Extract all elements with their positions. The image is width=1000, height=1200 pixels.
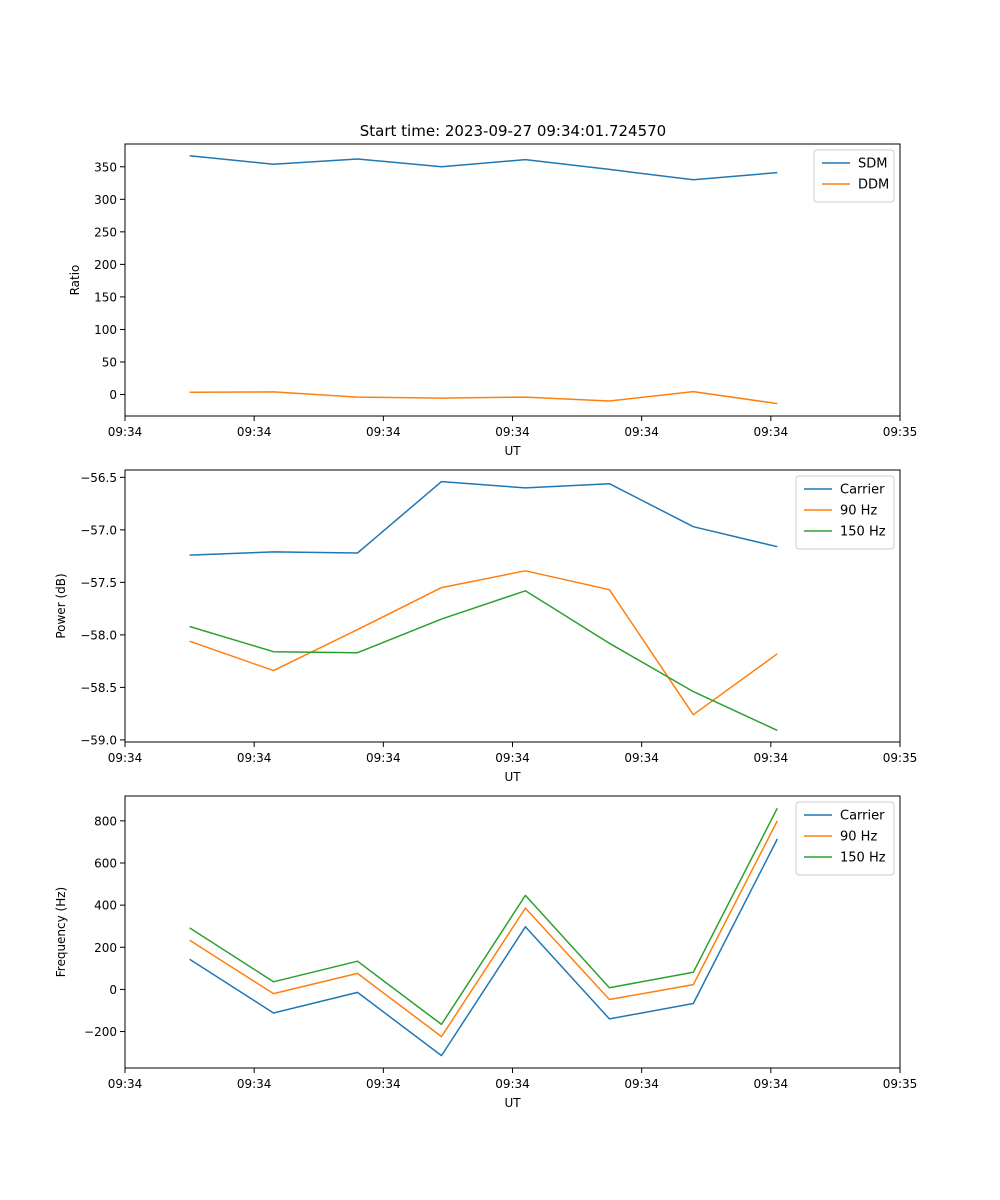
y-tick-label: −200: [84, 1025, 117, 1039]
legend-label: 90 Hz: [840, 830, 877, 845]
x-tick-label: 09:34: [108, 751, 143, 765]
axes-frame: [124, 795, 901, 1069]
series-line-sdm: [189, 154, 778, 181]
subplot-1: 09:34 09:34 09:34 09:34 09:34 09:34 09:35 0 50 10…: [68, 143, 918, 458]
x-tick-label: 09:34: [366, 425, 401, 439]
legend-label: 90 Hz: [840, 504, 877, 519]
y-tick-label: 200: [94, 258, 117, 272]
subplot-3: 09:34 09:34 09:34 09:34 09:34 09:34 09:35 −200 0…: [54, 795, 918, 1110]
legend-label: 150 Hz: [840, 525, 886, 540]
x-axis-label: UT: [504, 1096, 521, 1110]
y-tick-label: −59.0: [80, 733, 117, 747]
axes-frame: [124, 469, 901, 743]
x-tick-label: 09:34: [624, 425, 659, 439]
y-tick-label: 350: [94, 160, 117, 174]
y-tick-label: 0: [109, 983, 117, 997]
y-tick-label: 200: [94, 941, 117, 955]
x-tick-label: 09:35: [883, 751, 918, 765]
y-tick-label: 100: [94, 323, 117, 337]
y-tick-label: 0: [109, 388, 117, 402]
series-line-150-hz: [189, 590, 778, 732]
y-axis-label: Power (dB): [54, 573, 68, 638]
series-line-carrier: [189, 480, 778, 556]
y-tick-label: 800: [94, 814, 117, 828]
series-line-150-hz: [189, 807, 778, 1026]
legend-label: 150 Hz: [840, 851, 886, 866]
y-tick-label: −57.5: [80, 576, 117, 590]
y-tick-label: 600: [94, 856, 117, 870]
x-tick-label: 09:34: [624, 1077, 659, 1091]
subplot-2: 09:34 09:34 09:34 09:34 09:34 09:34 09:35 −59.0…: [54, 469, 918, 784]
x-tick-label: 09:35: [883, 425, 918, 439]
legend: SDM DDM: [813, 149, 895, 203]
x-tick-label: 09:34: [495, 751, 530, 765]
legend: Carrier 90 Hz 150 Hz: [795, 801, 895, 876]
figure-title: Start time: 2023-09-27 09:34:01.724570: [360, 122, 666, 140]
x-tick-label: 09:34: [754, 425, 789, 439]
x-tick-label: 09:34: [237, 425, 272, 439]
x-tick-label: 09:34: [495, 1077, 530, 1091]
legend-label: SDM: [858, 157, 887, 172]
x-axis-label: UT: [504, 770, 521, 784]
subplots: 09:34 09:34 09:34 09:34 09:34 09:34 09:35 0 50 10…: [54, 143, 918, 1110]
x-tick-label: 09:34: [108, 1077, 143, 1091]
series-line-90-hz: [189, 820, 778, 1038]
y-tick-label: −56.5: [80, 471, 117, 485]
legend-label: DDM: [858, 178, 889, 193]
legend-label: Carrier: [840, 483, 885, 498]
y-tick-label: 400: [94, 899, 117, 913]
y-tick-label: 250: [94, 225, 117, 239]
x-tick-label: 09:35: [883, 1077, 918, 1091]
y-tick-label: 150: [94, 290, 117, 304]
axes-frame: [124, 143, 901, 417]
x-tick-label: 09:34: [624, 751, 659, 765]
x-tick-label: 09:34: [237, 751, 272, 765]
x-tick-label: 09:34: [366, 751, 401, 765]
x-tick-label: 09:34: [237, 1077, 272, 1091]
y-axis-label: Ratio: [68, 265, 82, 296]
legend-label: Carrier: [840, 809, 885, 824]
series-line-carrier: [189, 838, 778, 1057]
y-tick-label: −57.0: [80, 523, 117, 537]
x-tick-label: 09:34: [108, 425, 143, 439]
y-tick-label: 50: [102, 355, 117, 369]
y-axis-label: Frequency (Hz): [54, 887, 68, 978]
series-line-90-hz: [189, 570, 778, 716]
y-tick-label: −58.0: [80, 628, 117, 642]
x-axis-label: UT: [504, 444, 521, 458]
y-tick-label: −58.5: [80, 681, 117, 695]
x-tick-label: 09:34: [495, 425, 530, 439]
legend: Carrier 90 Hz 150 Hz: [795, 475, 895, 550]
x-tick-label: 09:34: [754, 751, 789, 765]
y-tick-label: 300: [94, 193, 117, 207]
x-tick-label: 09:34: [366, 1077, 401, 1091]
series-line-ddm: [189, 390, 778, 405]
x-tick-label: 09:34: [754, 1077, 789, 1091]
